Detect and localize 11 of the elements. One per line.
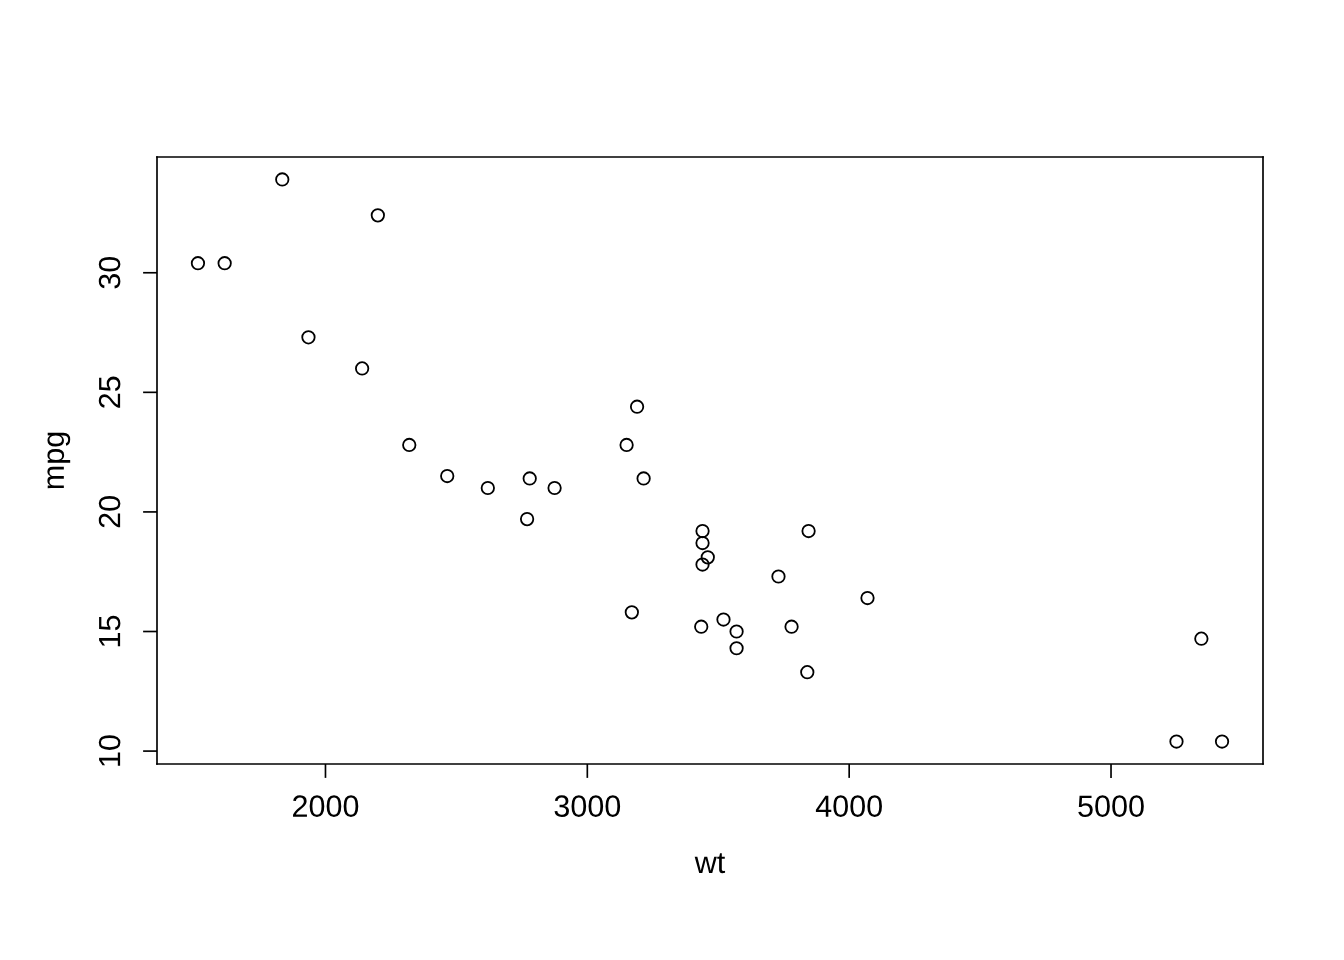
x-tick-label: 2000 bbox=[293, 795, 359, 817]
y-tick-label: 15 bbox=[99, 615, 121, 647]
y-tick-label: 25 bbox=[98, 376, 121, 408]
x-tick-label: 5000 bbox=[1078, 795, 1144, 817]
x-axis-title: wt bbox=[694, 853, 726, 874]
x-tick-label: 3000 bbox=[554, 795, 621, 817]
y-tick-label: 10 bbox=[98, 735, 121, 766]
x-tick-label: 4000 bbox=[815, 795, 882, 817]
y-axis-title: mpg bbox=[47, 432, 71, 489]
y-tick-label: 30 bbox=[98, 256, 121, 289]
y-tick-label: 20 bbox=[98, 496, 121, 528]
